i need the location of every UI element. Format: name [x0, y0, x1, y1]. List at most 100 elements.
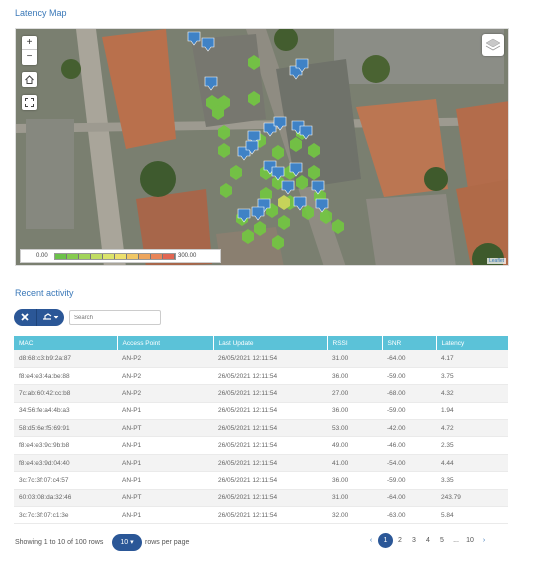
legend-color-scale [54, 253, 176, 260]
legend-color-cell [163, 254, 175, 259]
table-cell: -59.00 [382, 402, 436, 421]
table-cell: 26/05/2021 12:11:54 [213, 454, 327, 473]
home-icon [25, 75, 34, 84]
table-cell: 60:03:08:da:32:46 [14, 489, 117, 508]
table-cell: 31.00 [327, 350, 382, 368]
table-row[interactable]: 60:03:08:da:32:46 AN-PT 26/05/2021 12:11:5… [14, 489, 508, 508]
page-button[interactable]: 10 [466, 537, 474, 544]
table-row[interactable]: f8:e4:e3:4a:be:88 AN-P2 26/05/2021 12:11:5… [14, 367, 508, 386]
table-row[interactable]: 7c:ab:60:42:cc:b8 AN-P2 26/05/2021 12:11:5… [14, 384, 508, 403]
table-cell: f8:e4:e3:9c:9b:b8 [14, 436, 117, 455]
latency-map[interactable]: + − 0.00 300.00 Leaflet [15, 28, 509, 266]
table-cell: 32.00 [327, 506, 382, 525]
table-row[interactable]: 3c:7c:3f:07:c4:57 AN-P1 26/05/2021 12:11:5… [14, 471, 508, 490]
table-row[interactable]: 58:d5:6e:f5:69:91 AN-PT 26/05/2021 12:11:5… [14, 419, 508, 438]
column-header-latency[interactable]: Latency [436, 336, 508, 350]
table-cell: 26/05/2021 12:11:54 [213, 367, 327, 386]
legend-color-cell [67, 254, 79, 259]
table-toolbar [14, 309, 64, 326]
column-header-last-update[interactable]: Last Update [213, 336, 328, 350]
table-row[interactable]: d8:68:c3:b9:2a:87 AN-P2 26/05/2021 12:11:5… [14, 350, 508, 368]
column-header-access-point[interactable]: Access Point [117, 336, 214, 350]
latency-legend: 0.00 300.00 [20, 249, 221, 263]
table-cell: 26/05/2021 12:11:54 [213, 471, 327, 490]
table-cell: 243.79 [436, 489, 508, 508]
table-cell: 26/05/2021 12:11:54 [213, 419, 327, 438]
table-cell: 31.00 [327, 489, 382, 508]
table-cell: 34:56:fe:a4:4b:a3 [14, 402, 117, 421]
table-cell: 3c:7c:3f:07:c1:3e [14, 506, 117, 525]
prev-page-button[interactable]: ‹ [369, 537, 373, 544]
search-input[interactable] [69, 310, 161, 325]
table-cell: 4.17 [436, 350, 508, 368]
table-cell: -54.00 [382, 454, 436, 473]
zoom-in-button[interactable]: + [22, 36, 37, 50]
rows-per-page-select[interactable]: 10 ▾ [112, 534, 142, 551]
table-cell: 26/05/2021 12:11:54 [213, 506, 327, 525]
table-cell: 4.72 [436, 419, 508, 438]
table-cell: AN-P1 [117, 454, 213, 473]
table-cell: 36.00 [327, 471, 382, 490]
pagination: ‹ 1 2 3 4 5... 10 › [364, 533, 491, 548]
table-cell: -68.00 [382, 384, 436, 403]
page-button[interactable]: 4 [426, 537, 430, 544]
table-cell: AN-PT [117, 419, 213, 438]
close-icon [21, 312, 29, 321]
zoom-control: + − [22, 36, 37, 65]
map-attribution[interactable]: Leaflet [486, 258, 506, 264]
table-cell: -42.00 [382, 419, 436, 438]
table-cell: AN-P1 [117, 436, 213, 455]
legend-color-cell [103, 254, 115, 259]
rows-per-page-label: rows per page [145, 539, 190, 546]
column-header-mac[interactable]: MAC [14, 336, 118, 350]
table-row[interactable]: 3c:7c:3f:07:c1:3e AN-P1 26/05/2021 12:11:5… [14, 506, 508, 525]
page-button[interactable]: 1 [378, 533, 393, 548]
table-cell: 36.00 [327, 402, 382, 421]
table-cell: 2.35 [436, 436, 508, 455]
table-cell: AN-P1 [117, 402, 213, 421]
home-button[interactable] [22, 72, 37, 87]
table-cell: -59.00 [382, 471, 436, 490]
legend-color-cell [151, 254, 163, 259]
table-cell: 26/05/2021 12:11:54 [213, 402, 327, 421]
fullscreen-button[interactable] [22, 95, 37, 110]
table-cell: 49.00 [327, 436, 382, 455]
legend-color-cell [91, 254, 103, 259]
legend-color-cell [55, 254, 67, 259]
table-cell: 3c:7c:3f:07:c4:57 [14, 471, 117, 490]
table-cell: 36.00 [327, 367, 382, 386]
table-cell: AN-PT [117, 489, 213, 508]
page-button[interactable]: 5 [440, 537, 444, 544]
page-button[interactable]: 3 [412, 537, 416, 544]
heat-cells [206, 55, 344, 250]
legend-max: 300.00 [178, 253, 197, 259]
table-row[interactable]: 34:56:fe:a4:4b:a3 AN-P1 26/05/2021 12:11:5… [14, 402, 508, 421]
table-cell: 7c:ab:60:42:cc:b8 [14, 384, 117, 403]
latency-map-title: Latency Map [15, 8, 67, 18]
table-cell: -63.00 [382, 506, 436, 525]
page-button[interactable]: 2 [398, 537, 402, 544]
table-cell: 1.94 [436, 402, 508, 421]
table-cell: 58:d5:6e:f5:69:91 [14, 419, 117, 438]
zoom-out-button[interactable]: − [26, 51, 33, 62]
export-button[interactable] [37, 312, 64, 323]
table-row[interactable]: f8:e4:e3:9c:9b:b8 AN-P1 26/05/2021 12:11:5… [14, 436, 508, 455]
column-header-rssi[interactable]: RSSI [327, 336, 383, 350]
clear-filter-button[interactable] [14, 312, 36, 323]
toolbar-divider [36, 309, 37, 326]
export-icon [43, 313, 59, 320]
table-cell: 26/05/2021 12:11:54 [213, 436, 327, 455]
table-cell: 26/05/2021 12:11:54 [213, 384, 327, 403]
table-cell: 5.84 [436, 506, 508, 525]
next-page-button[interactable]: › [482, 537, 486, 544]
table-cell: 26/05/2021 12:11:54 [213, 350, 327, 368]
table-cell: 27.00 [327, 384, 382, 403]
table-cell: 26/05/2021 12:11:54 [213, 489, 327, 508]
column-header-snr[interactable]: SNR [382, 336, 437, 350]
fullscreen-icon [25, 98, 34, 107]
legend-color-cell [115, 254, 127, 259]
table-row[interactable]: f8:e4:e3:9d:04:40 AN-P1 26/05/2021 12:11:5… [14, 454, 508, 473]
table-header-row: MAC Access Point Last Update RSSI SNR La… [14, 336, 508, 350]
page-ellipsis: ... [453, 537, 459, 544]
layers-button[interactable] [482, 34, 504, 56]
